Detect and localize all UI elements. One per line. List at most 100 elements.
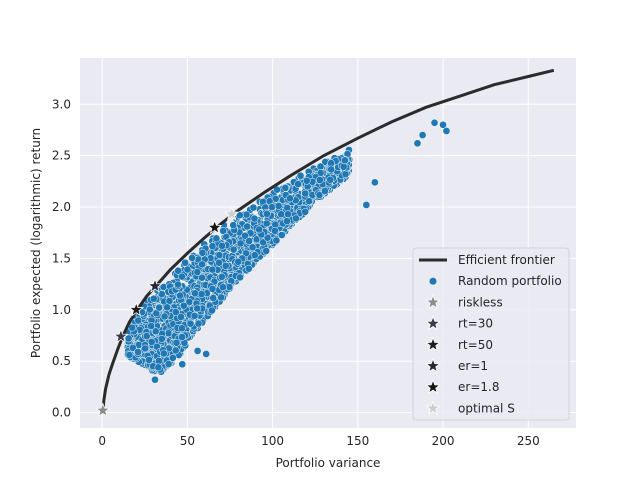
- random-portfolio-point: [229, 221, 238, 229]
- random-portfolio-point: [362, 201, 371, 209]
- legend-star-swatch: [425, 379, 441, 394]
- random-portfolio-point: [315, 191, 324, 199]
- random-portfolio-point: [198, 260, 206, 269]
- legend-label: rt=30: [458, 317, 493, 331]
- random-portfolio-point: [218, 242, 226, 250]
- random-portfolio-point: [217, 272, 226, 281]
- random-portfolio-point: [248, 243, 257, 252]
- random-portfolio-point: [174, 280, 182, 289]
- random-portfolio-point: [292, 214, 300, 223]
- x-tick-label: 100: [261, 434, 284, 448]
- random-portfolio-point: [159, 349, 168, 358]
- random-portfolio-point: [249, 203, 258, 212]
- random-portfolio-point: [272, 236, 281, 245]
- random-portfolio-point: [190, 312, 199, 320]
- random-portfolio-point: [154, 363, 163, 372]
- random-portfolio-point: [430, 118, 439, 127]
- portfolio-markers: [95, 206, 240, 418]
- random-portfolio-point: [225, 283, 234, 291]
- random-portfolio-point: [149, 294, 158, 303]
- random-portfolio-point: [168, 354, 177, 362]
- random-portfolio-point: [193, 347, 202, 355]
- random-portfolio-point: [244, 264, 253, 273]
- random-portfolio-point: [221, 261, 230, 270]
- random-portfolio-point: [281, 184, 290, 192]
- random-portfolio-point: [163, 303, 171, 312]
- random-portfolio-point: [316, 162, 325, 171]
- random-portfolio-point: [208, 285, 217, 293]
- x-tick-label: 0: [98, 434, 106, 448]
- random-portfolio-point: [305, 197, 313, 206]
- random-portfolio-point: [418, 131, 427, 139]
- legend-random-swatch: [428, 277, 438, 286]
- random-portfolio-point: [191, 289, 199, 298]
- random-portfolio-points: [123, 118, 451, 384]
- marker-er-1-8: [206, 219, 223, 235]
- y-tick-label: 0.5: [52, 354, 71, 368]
- random-portfolio-point: [229, 245, 238, 254]
- random-portfolio-point: [439, 120, 447, 129]
- random-portfolio-point: [236, 239, 245, 248]
- random-portfolio-point: [212, 234, 221, 243]
- random-portfolio-point: [160, 312, 169, 321]
- random-portfolio-point: [172, 308, 180, 317]
- random-portfolio-point: [157, 335, 166, 343]
- random-portfolio-point: [371, 178, 379, 187]
- random-portfolio-point: [198, 273, 206, 282]
- legend-star-swatch: [425, 315, 441, 331]
- random-portfolio-point: [235, 211, 244, 220]
- x-tick-label: 150: [346, 434, 369, 448]
- random-portfolio-point: [263, 210, 271, 218]
- random-portfolio-point: [147, 338, 156, 346]
- random-portfolio-point: [270, 227, 279, 235]
- random-portfolio-point: [208, 265, 217, 274]
- legend-label: er=1: [458, 359, 488, 373]
- random-portfolio-point: [243, 222, 251, 231]
- legend-star-swatch: [425, 294, 441, 309]
- marker-rt-30: [113, 328, 129, 344]
- x-tick-label: 50: [180, 434, 195, 448]
- marker-er-1: [147, 278, 163, 293]
- random-portfolio-point: [217, 293, 225, 302]
- y-tick-label: 1.0: [52, 303, 71, 317]
- random-portfolio-point: [262, 247, 271, 255]
- x-tick-labels: 0 50 100 150 200 250: [98, 434, 539, 448]
- random-portfolio-point: [255, 225, 263, 234]
- random-portfolio-point: [145, 355, 153, 364]
- random-portfolio-point: [151, 327, 160, 336]
- random-portfolio-point: [125, 351, 134, 359]
- random-portfolio-point: [194, 319, 203, 328]
- random-portfolio-point: [181, 258, 190, 267]
- legend-box: [412, 247, 570, 421]
- random-portfolio-point: [178, 360, 187, 369]
- random-portfolio-point: [178, 272, 186, 281]
- random-portfolio-point: [178, 333, 186, 341]
- random-portfolio-point: [208, 306, 216, 315]
- legend-label: Random portfolio: [458, 274, 562, 288]
- random-portfolio-point: [128, 323, 137, 332]
- random-portfolio-point: [186, 319, 195, 328]
- random-portfolio-point: [242, 210, 251, 219]
- efficient-frontier-line: [101, 68, 555, 411]
- random-portfolio-point: [234, 257, 243, 266]
- x-tick-label: 250: [517, 434, 540, 448]
- y-tick-label: 2.5: [52, 149, 71, 163]
- random-portfolio-point: [442, 127, 451, 135]
- random-portfolio-point: [301, 207, 310, 216]
- random-portfolio-point: [172, 338, 181, 347]
- random-portfolio-point: [241, 231, 249, 240]
- random-portfolio-point: [413, 139, 422, 148]
- random-portfolio-point: [155, 303, 163, 312]
- y-tick-label: 1.5: [52, 251, 71, 265]
- random-portfolio-point: [193, 268, 202, 276]
- random-portfolio-point: [283, 217, 291, 226]
- y-tick-label: 0.0: [52, 406, 71, 420]
- random-portfolio-point: [259, 238, 268, 247]
- random-portfolio-point: [198, 248, 207, 257]
- random-portfolio-point: [296, 171, 305, 180]
- random-portfolio-point: [178, 324, 186, 333]
- legend-star-swatch: [425, 336, 441, 352]
- y-tick-labels: 0.0 0.5 1.0 1.5 2.0 2.5 3.0: [52, 97, 71, 419]
- marker-riskless: [95, 402, 111, 418]
